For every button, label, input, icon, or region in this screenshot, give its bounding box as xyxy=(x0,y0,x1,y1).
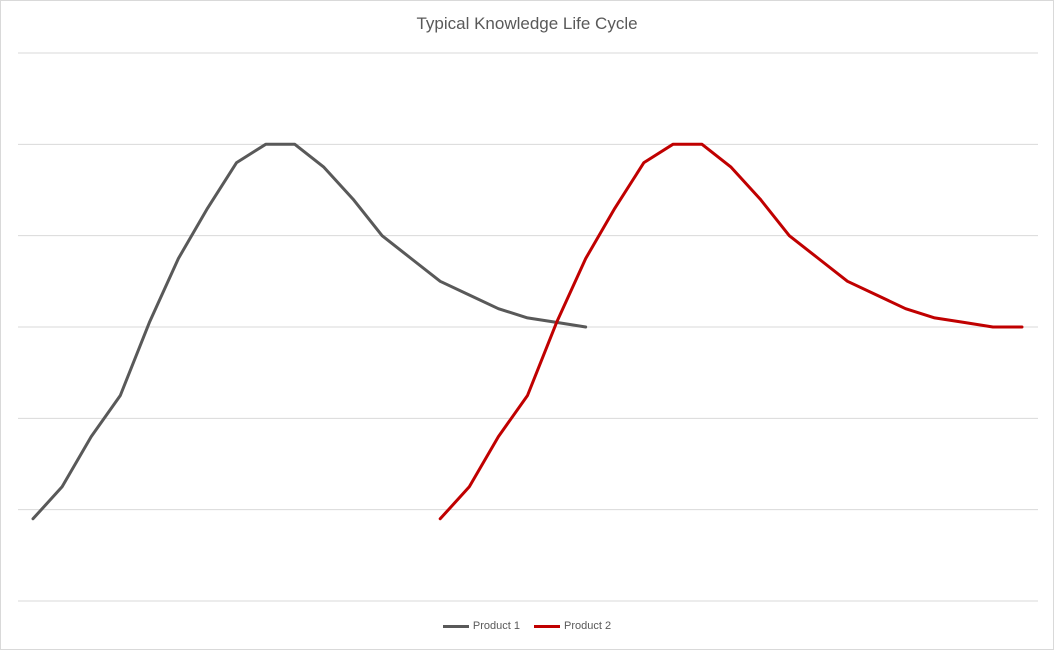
legend-label-product-2: Product 2 xyxy=(564,620,612,632)
legend-label-product-1: Product 1 xyxy=(472,620,520,632)
legend-swatch-product-2 xyxy=(534,624,560,628)
legend: Product 1 Product 2 xyxy=(0,620,1054,632)
series-line-1 xyxy=(31,142,588,521)
legend-swatch-product-1 xyxy=(442,624,469,628)
gridlines xyxy=(18,52,1038,602)
legend-item-product-2: Product 2 xyxy=(534,620,611,632)
series-lines xyxy=(31,142,1024,521)
chart-title: Typical Knowledge Life Cycle xyxy=(416,14,638,33)
series-line-2 xyxy=(438,142,1024,521)
legend-item-product-1: Product 1 xyxy=(442,620,520,632)
